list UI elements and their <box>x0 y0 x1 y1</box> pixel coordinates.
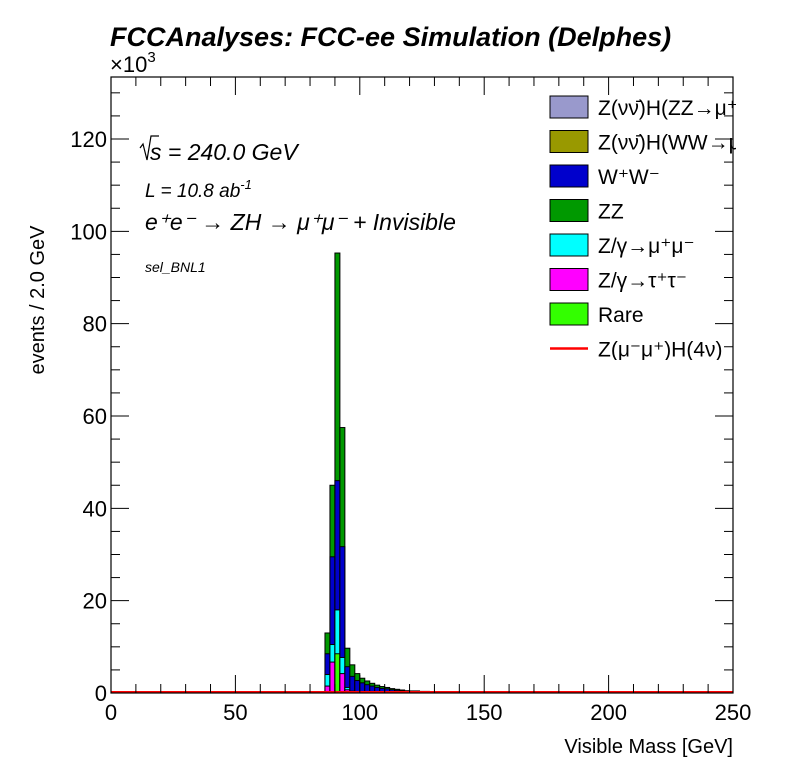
x-tick-label: 200 <box>590 700 627 725</box>
chart-title: FCCAnalyses: FCC-ee Simulation (Delphes) <box>110 22 671 52</box>
legend-label: Z/γ→τ⁺τ⁻ <box>598 270 687 293</box>
x-axis-label: Visible Mass [GeV] <box>564 736 733 758</box>
x-tick-label: 0 <box>105 700 117 725</box>
plot-frame <box>110 76 734 694</box>
svg-text:s = 240.0 GeV: s = 240.0 GeV <box>150 139 300 165</box>
legend-items: Z(νν̄)H(ZZ→μ⁺μ⁻νν̄) Z(νν̄)H(WW→μ⁺νμ⁻ν̄) W⁺… <box>549 95 796 362</box>
annotations: s = 240.0 GeV L = 10.8 ab-1 e⁺e⁻ → ZH → … <box>139 135 456 275</box>
legend-swatch <box>549 268 589 291</box>
legend-swatch <box>549 130 589 153</box>
x-tick-label: 150 <box>466 700 503 725</box>
y-tick-label: 120 <box>70 127 107 152</box>
process-annotation: e⁺e⁻ → ZH → μ⁺μ⁻ + Invisible <box>145 209 456 235</box>
x-tick-label: 250 <box>715 700 752 725</box>
sqrt-symbol-icon <box>139 135 159 161</box>
y-axis: 0 20 40 60 80 100 120 <box>70 92 733 706</box>
legend-swatch <box>549 199 589 222</box>
bar-z--bin <box>339 673 346 694</box>
bar-w-w--bin <box>349 675 356 694</box>
legend-label: Z/γ→μ⁺μ⁻ <box>598 235 695 258</box>
legend-label: Z(νν̄)H(ZZ→μ⁺μ⁻νν̄) <box>598 97 789 120</box>
x-axis: 0 50 100 150 200 250 <box>105 77 751 725</box>
legend-label: Z(νν̄)H(WW→μ⁺νμ⁻ν̄) <box>598 132 796 155</box>
y-tick-label: 0 <box>95 681 107 706</box>
x-tick-label: 50 <box>223 700 247 725</box>
y-tick-label: 40 <box>83 496 107 521</box>
bar-rare-bin <box>334 653 341 694</box>
bar-z--bin <box>329 661 336 694</box>
selection-annotation: sel_BNL1 <box>145 259 206 275</box>
legend-swatch <box>549 302 589 326</box>
y-tick-label: 80 <box>83 312 107 337</box>
legend-label: W⁺W⁻ <box>598 166 660 189</box>
x-tick-label: 100 <box>341 700 378 725</box>
legend-swatch <box>549 95 589 119</box>
y-tick-label: 20 <box>83 589 107 614</box>
y-axis-label: events / 2.0 GeV <box>27 225 49 375</box>
histogram-stack <box>324 252 455 694</box>
legend-swatch <box>549 233 589 257</box>
legend-label: Rare <box>598 304 644 327</box>
y-multiplier: ×103 <box>110 49 156 77</box>
legend-swatch <box>549 164 589 188</box>
y-tick-label: 60 <box>83 404 107 429</box>
sqrt-s-annotation: s = 240.0 GeV <box>139 135 300 165</box>
lumi-annotation: L = 10.8 ab-1 <box>145 177 252 202</box>
y-tick-label: 100 <box>70 219 107 244</box>
legend-label: Z(μ⁻μ⁺)H(4ν) <box>598 339 723 362</box>
legend-label: ZZ <box>598 201 624 224</box>
legend: Z(νν̄)H(ZZ→μ⁺μ⁻νν̄) Z(νν̄)H(WW→μ⁺νμ⁻ν̄) W⁺… <box>549 95 796 362</box>
